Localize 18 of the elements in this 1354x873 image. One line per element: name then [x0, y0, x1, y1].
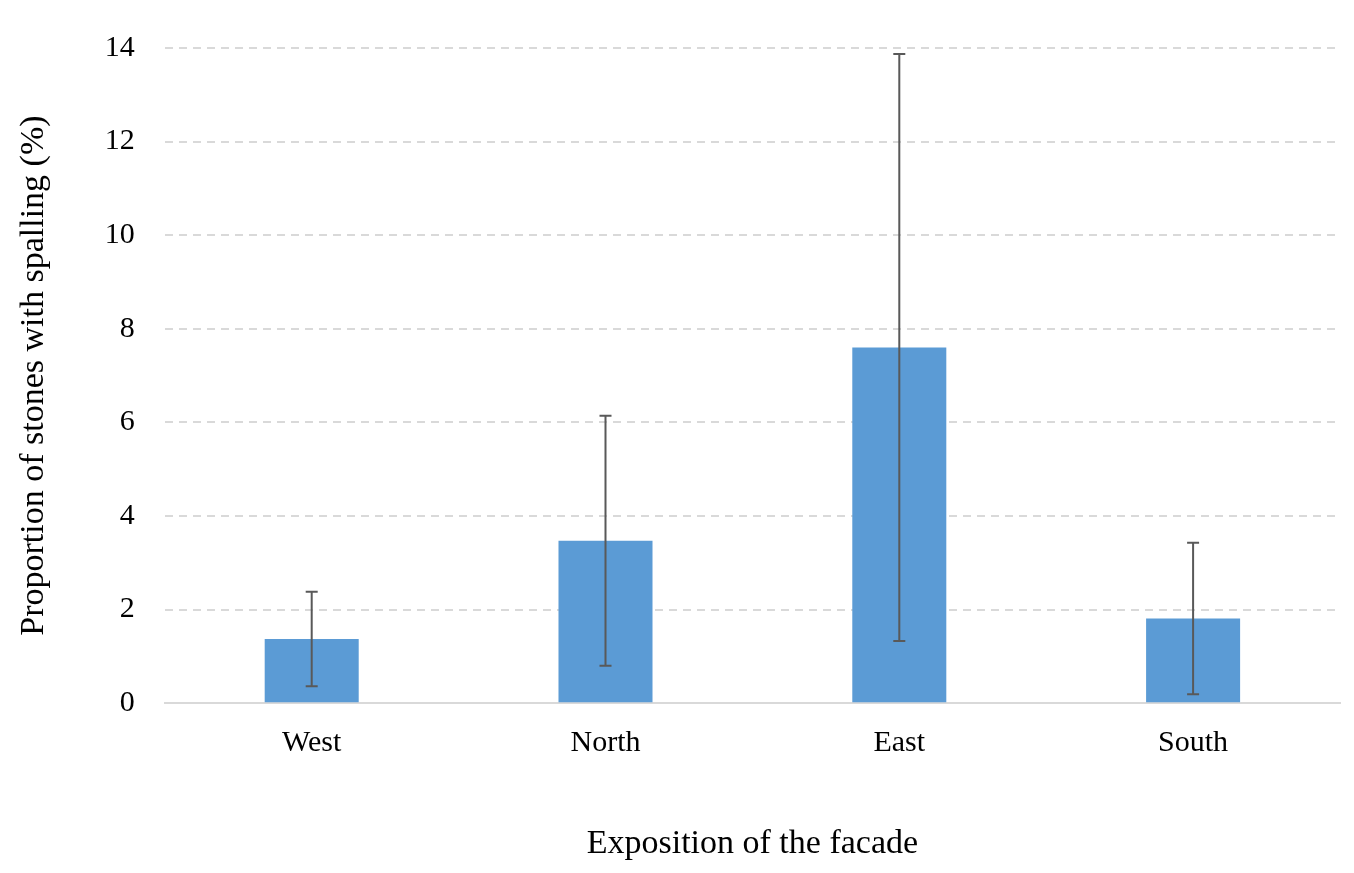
x-tick-label: West	[282, 724, 342, 758]
y-tick-label: 10	[104, 216, 135, 250]
y-tick-label: 4	[119, 496, 135, 530]
bar	[852, 347, 947, 703]
y-tick-label: 6	[119, 403, 135, 437]
y-axis-title: Proportion of stones with spalling (%)	[13, 115, 52, 636]
bar	[264, 639, 359, 703]
x-tick-label: South	[1158, 724, 1229, 758]
y-tick-label: 2	[119, 590, 135, 624]
y-tick-label: 12	[104, 122, 135, 156]
y-tick-label: 8	[119, 309, 135, 343]
y-tick-label: 14	[104, 28, 135, 62]
x-tick-label: East	[873, 724, 926, 758]
x-axis-title: Exposition of the facade	[586, 822, 919, 860]
x-tick-label: North	[570, 724, 641, 758]
bar	[1146, 618, 1241, 703]
y-tick-label: 0	[119, 684, 135, 718]
bar	[558, 540, 653, 703]
